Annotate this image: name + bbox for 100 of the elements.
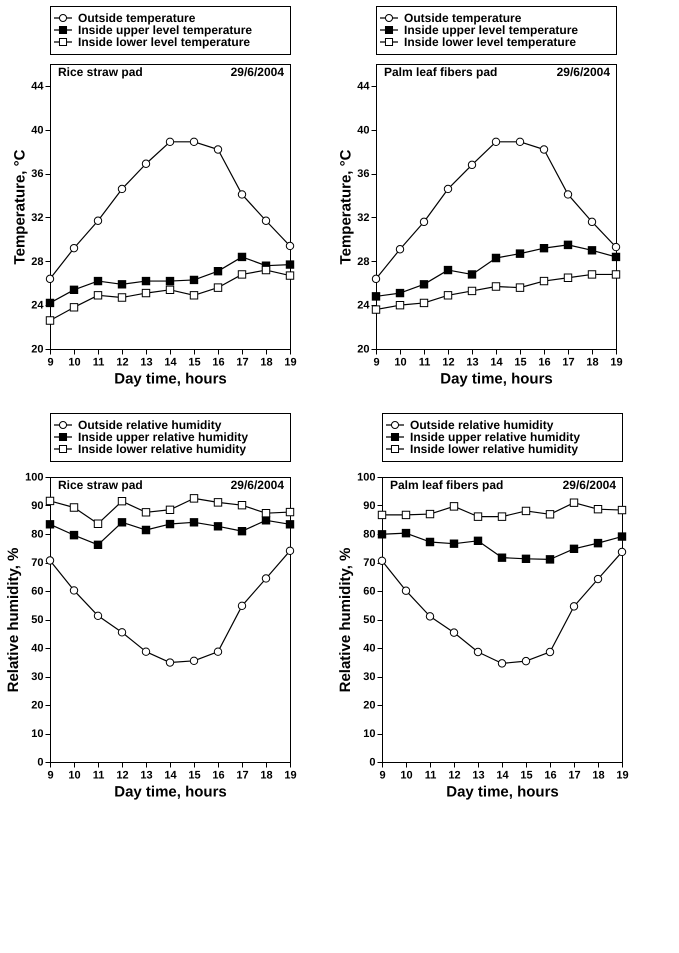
x-tick-label: 10	[394, 356, 407, 368]
point	[612, 242, 620, 252]
point	[166, 520, 174, 528]
y-tick-label: 70	[363, 557, 376, 569]
point	[564, 190, 572, 199]
point	[46, 556, 54, 565]
point	[190, 276, 198, 284]
x-tick-label: 17	[236, 770, 249, 782]
point	[46, 520, 54, 529]
point	[402, 586, 410, 595]
x-tick-label: 13	[466, 356, 479, 368]
annotation: 29/6/2004	[230, 65, 284, 79]
x-tick-label: 13	[472, 770, 485, 782]
y-tick-label: 90	[363, 500, 376, 512]
point	[238, 270, 246, 279]
x-tick-label: 15	[514, 356, 527, 368]
point	[70, 586, 78, 595]
point	[420, 298, 428, 308]
legend-label: Outside temperature	[404, 11, 522, 25]
point	[118, 628, 126, 637]
point	[468, 270, 476, 279]
point	[118, 293, 126, 302]
point	[94, 520, 102, 528]
point	[166, 658, 174, 667]
legend-label: Inside lower level temperature	[78, 35, 250, 49]
x-tick-label: 15	[520, 770, 533, 782]
point	[214, 145, 222, 154]
x-tick-label: 18	[260, 356, 273, 368]
x-axis-title: Day time, hours	[114, 370, 227, 388]
x-tick-label: 14	[490, 356, 504, 368]
y-tick-label: 32	[357, 212, 370, 224]
point	[70, 303, 78, 312]
x-tick-label: 10	[68, 770, 81, 782]
x-tick-label: 9	[47, 356, 54, 368]
point	[402, 528, 410, 538]
x-tick-label: 15	[188, 356, 201, 368]
point	[420, 218, 428, 226]
y-tick-label: 50	[363, 614, 376, 626]
point	[46, 274, 54, 284]
point	[142, 526, 150, 534]
y-tick-label: 32	[31, 212, 44, 224]
point	[546, 555, 554, 564]
point	[522, 506, 530, 516]
y-axis-title: Relative humidity, %	[337, 548, 354, 692]
point	[516, 283, 524, 292]
y-axis-title: Temperature, °C	[337, 149, 354, 264]
point	[522, 656, 530, 666]
x-tick-label: 10	[400, 770, 413, 782]
point	[94, 216, 102, 225]
point	[286, 546, 294, 556]
x-tick-label: 16	[538, 356, 551, 368]
y-tick-label: 80	[363, 528, 376, 540]
point	[498, 512, 506, 521]
y-tick-label: 30	[31, 671, 44, 683]
point	[444, 291, 452, 300]
x-tick-label: 19	[616, 770, 629, 782]
point	[70, 503, 78, 512]
annotation: Palm leaf fibers pad	[384, 65, 498, 79]
point	[286, 271, 294, 280]
legend-label: Inside lower relative humidity	[410, 442, 578, 456]
y-tick-label: 20	[363, 700, 376, 712]
point	[420, 280, 428, 289]
x-tick-label: 9	[379, 770, 386, 782]
point	[450, 539, 458, 548]
point	[118, 184, 126, 194]
point	[262, 508, 270, 518]
point	[190, 656, 198, 666]
x-tick-label: 12	[116, 356, 129, 368]
y-tick-label: 28	[357, 256, 370, 268]
point	[166, 506, 174, 514]
point	[372, 305, 380, 314]
point	[540, 276, 548, 286]
y-tick-label: 36	[31, 168, 44, 180]
y-tick-label: 36	[357, 168, 370, 180]
point	[142, 508, 150, 517]
point	[450, 628, 458, 637]
point	[570, 498, 578, 507]
annotation: Rice straw pad	[58, 478, 143, 492]
point	[286, 260, 294, 269]
point	[594, 574, 602, 584]
point	[286, 508, 294, 516]
legend-label: Inside upper relative humidity	[78, 430, 248, 444]
y-tick-label: 70	[31, 557, 44, 569]
point	[540, 145, 548, 154]
point	[262, 266, 270, 274]
point	[238, 190, 246, 199]
y-tick-label: 20	[31, 344, 44, 356]
x-axis-title: Day time, hours	[440, 370, 553, 388]
y-axis-title: Relative humidity, %	[5, 548, 22, 692]
x-tick-label: 12	[442, 356, 455, 368]
y-tick-label: 28	[31, 256, 44, 268]
legend-label: Inside upper relative humidity	[410, 430, 580, 444]
point	[286, 520, 294, 529]
point	[522, 554, 530, 564]
point	[214, 498, 222, 507]
point	[474, 648, 482, 656]
point	[262, 216, 270, 225]
point	[594, 504, 602, 514]
point	[492, 138, 500, 146]
y-tick-label: 0	[37, 756, 44, 768]
